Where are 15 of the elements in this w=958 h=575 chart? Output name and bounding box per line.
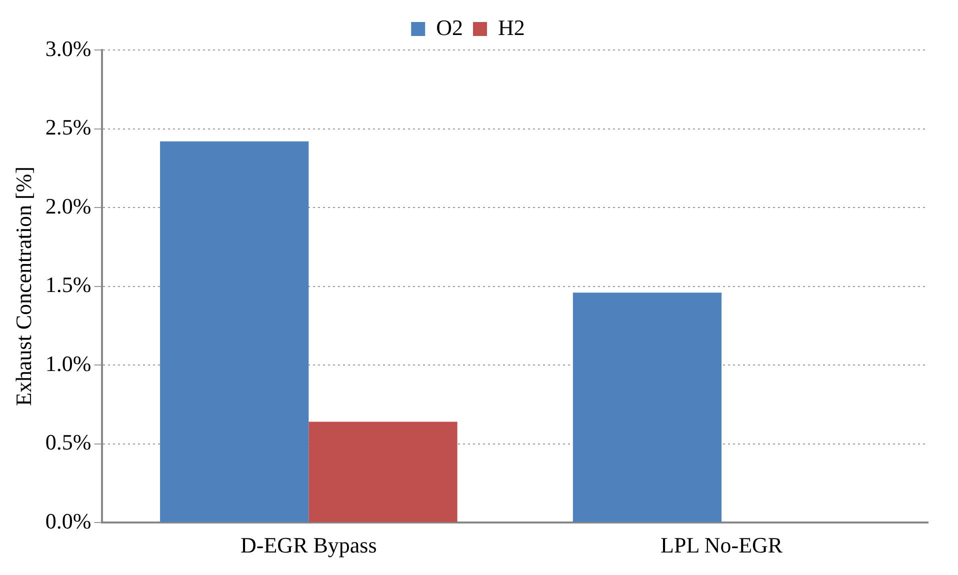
bar — [160, 141, 309, 522]
y-tick-label: 1.5% — [45, 272, 92, 298]
legend-label: O2 — [436, 14, 464, 40]
x-tick-label: D-EGR Bypass — [240, 532, 377, 558]
legend-label: H2 — [498, 14, 525, 40]
bar — [572, 292, 722, 522]
bar — [308, 422, 458, 522]
x-tick-label: LPL No-EGR — [660, 532, 783, 558]
y-axis-title: Exhaust Concentration [%] — [10, 166, 36, 406]
y-tick-label: 0.0% — [45, 508, 92, 534]
y-tick-label: 0.5% — [45, 430, 92, 455]
y-tick-label: 1.0% — [45, 350, 92, 376]
y-tick-label: 2.0% — [45, 193, 92, 218]
y-tick-label: 2.5% — [45, 114, 92, 140]
y-tick-label: 3.0% — [45, 36, 92, 61]
